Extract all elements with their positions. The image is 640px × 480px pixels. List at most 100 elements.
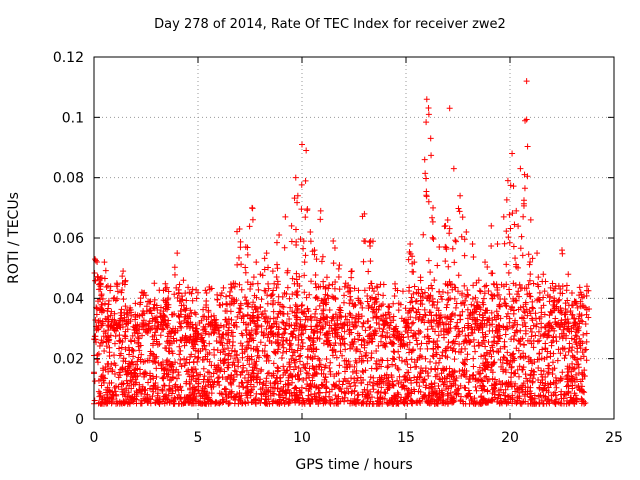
data-point (257, 368, 264, 375)
data-point (527, 372, 534, 379)
data-point (287, 371, 294, 378)
data-point (355, 311, 362, 318)
data-point (395, 366, 402, 373)
data-point (473, 399, 480, 406)
data-point (377, 338, 384, 345)
data-point (459, 398, 466, 405)
data-point (445, 339, 452, 346)
data-point (166, 377, 173, 384)
data-point (110, 396, 117, 403)
data-point (222, 308, 229, 315)
data-point (107, 312, 114, 319)
data-point (402, 305, 409, 312)
data-point (248, 336, 255, 343)
data-point (241, 348, 248, 355)
data-point (497, 386, 504, 393)
data-point (176, 343, 183, 350)
data-point (369, 382, 376, 389)
data-point (582, 320, 589, 327)
data-point (236, 225, 243, 232)
data-point (135, 354, 142, 361)
data-point (413, 399, 420, 406)
data-point (202, 323, 209, 330)
data-point (238, 315, 245, 322)
data-point (529, 298, 536, 305)
data-point (298, 384, 305, 391)
data-point (99, 295, 106, 302)
data-point (508, 374, 515, 381)
data-point (517, 336, 524, 343)
data-point (162, 286, 169, 293)
data-point (285, 377, 292, 384)
data-point (484, 364, 491, 371)
data-point (102, 364, 109, 371)
data-point (252, 400, 259, 407)
data-point (95, 324, 102, 331)
data-point (563, 383, 570, 390)
data-point (264, 300, 271, 307)
data-point (239, 354, 246, 361)
data-point (442, 222, 449, 229)
data-point (316, 357, 323, 364)
data-point (519, 252, 526, 259)
data-point (229, 342, 236, 349)
data-point (508, 383, 515, 390)
data-point (165, 288, 172, 295)
data-point (399, 383, 406, 390)
data-point (495, 395, 502, 402)
data-point (388, 340, 395, 347)
data-point (308, 323, 315, 330)
data-point (318, 297, 325, 304)
data-point (430, 339, 437, 346)
data-point (282, 213, 289, 220)
data-point (526, 290, 533, 297)
data-point (229, 361, 236, 368)
data-point (434, 371, 441, 378)
data-point (414, 341, 421, 348)
data-point (339, 336, 346, 343)
data-point (293, 385, 300, 392)
data-point (200, 306, 207, 313)
data-point (339, 352, 346, 359)
data-point (136, 366, 143, 373)
data-point (145, 399, 152, 406)
data-point (159, 387, 166, 394)
data-point (105, 327, 112, 334)
data-point (459, 291, 466, 298)
data-point (112, 333, 119, 340)
data-point (410, 319, 417, 326)
data-point (127, 318, 134, 325)
data-point (230, 280, 237, 287)
data-point (234, 228, 241, 235)
data-point (482, 331, 489, 338)
data-point (564, 316, 571, 323)
data-point (316, 363, 323, 370)
data-point (494, 329, 501, 336)
data-point (279, 319, 286, 326)
data-point (295, 365, 302, 372)
data-point (131, 337, 138, 344)
data-point (494, 333, 501, 340)
data-point (258, 296, 265, 303)
data-point (194, 372, 201, 379)
data-point (254, 352, 261, 359)
data-point (178, 396, 185, 403)
data-point (263, 375, 270, 382)
data-point (313, 306, 320, 313)
data-point (515, 373, 522, 380)
data-point (546, 312, 553, 319)
data-point (411, 374, 418, 381)
data-point (310, 345, 317, 352)
data-point (137, 295, 144, 302)
data-point (496, 391, 503, 398)
data-point (484, 387, 491, 394)
data-point (113, 383, 120, 390)
data-point (544, 292, 551, 299)
data-point (321, 315, 328, 322)
data-point (525, 354, 532, 361)
data-point (327, 371, 334, 378)
data-point (442, 258, 449, 265)
data-point (332, 392, 339, 399)
data-point (429, 388, 436, 395)
data-point (365, 394, 372, 401)
